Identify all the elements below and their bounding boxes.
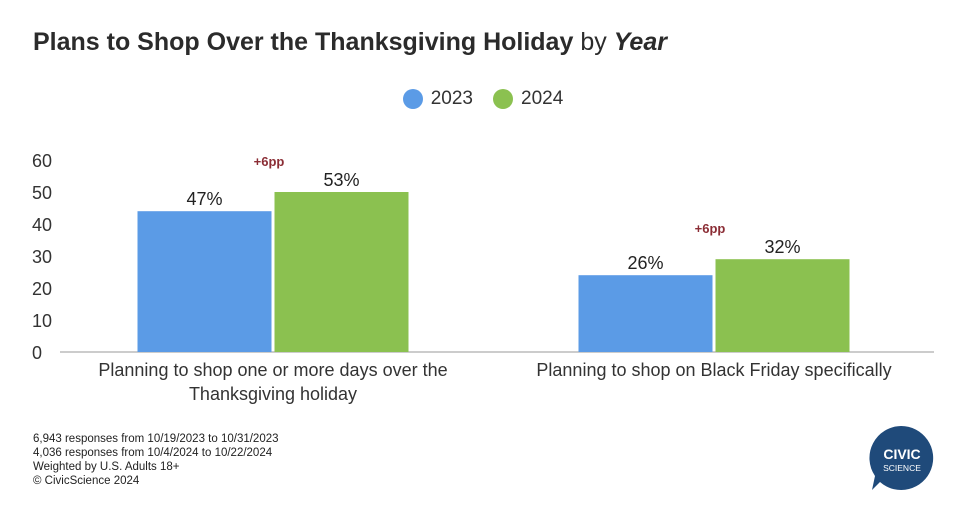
- data-label-2024-1: 53%: [323, 170, 359, 190]
- bar-2024-2: [715, 259, 850, 352]
- footnote-responses-2023: 6,943 responses from 10/19/2023 to 10/31…: [33, 433, 279, 445]
- legend-item-2023: 2023: [402, 88, 473, 110]
- bar-2023-1: [137, 211, 272, 352]
- y-tick-label: 0: [32, 343, 42, 363]
- logo-speech-bubble: [869, 425, 934, 490]
- footnotes: 6,943 responses from 10/19/2023 to 10/31…: [33, 432, 279, 488]
- bar-2024-1: [274, 192, 409, 352]
- logo-line1: CIVIC: [883, 446, 920, 462]
- bar-chart: 60 50 40 30 20 10 0 47% 53% +6pp Planning to shop …: [32, 151, 934, 404]
- logo-line2: SCIENCE: [883, 463, 921, 473]
- y-tick-label: 60: [32, 151, 52, 171]
- category-label-2: Planning to shop on Black Friday specifi…: [536, 360, 891, 380]
- legend-item-2024: 2024: [493, 88, 563, 110]
- title-dimension: Year: [613, 28, 667, 56]
- data-label-2023-2: 26%: [627, 253, 663, 273]
- legend-circle-icon-2023: [402, 89, 423, 109]
- legend-circle-icon-2024: [493, 89, 513, 109]
- diff-annotation-2: +6pp: [695, 221, 726, 236]
- bar-2023-2: [578, 275, 713, 352]
- title-by: by: [580, 28, 607, 56]
- footnote-weighting: Weighted by U.S. Adults 18+: [33, 461, 180, 473]
- legend-label-2024: 2024: [521, 88, 564, 109]
- y-tick-label: 40: [32, 215, 52, 235]
- y-tick-label: 20: [32, 279, 52, 299]
- footnote-copyright: © CivicScience 2024: [33, 475, 140, 487]
- title-main: Plans to Shop Over the Thanksgiving Holi…: [33, 28, 574, 56]
- y-tick-label: 30: [32, 247, 52, 267]
- chart-title: Plans to Shop Over the Thanksgiving Holi…: [33, 28, 667, 57]
- y-tick-label: 50: [32, 183, 52, 203]
- civicscience-logo: CIVIC SCIENCE: [869, 425, 934, 490]
- data-label-2023-1: 47%: [186, 189, 222, 209]
- category-label-1: Planning to shop one or more days over t…: [98, 360, 447, 380]
- legend-label-2023: 2023: [430, 88, 473, 109]
- category-label-1: Thanksgiving holiday: [189, 384, 357, 404]
- y-tick-label: 10: [32, 311, 52, 331]
- footnote-responses-2024: 4,036 responses from 10/4/2024 to 10/22/…: [33, 447, 273, 459]
- legend: 2023 2024: [0, 88, 966, 110]
- data-label-2024-2: 32%: [764, 237, 800, 257]
- diff-annotation-1: +6pp: [254, 154, 285, 169]
